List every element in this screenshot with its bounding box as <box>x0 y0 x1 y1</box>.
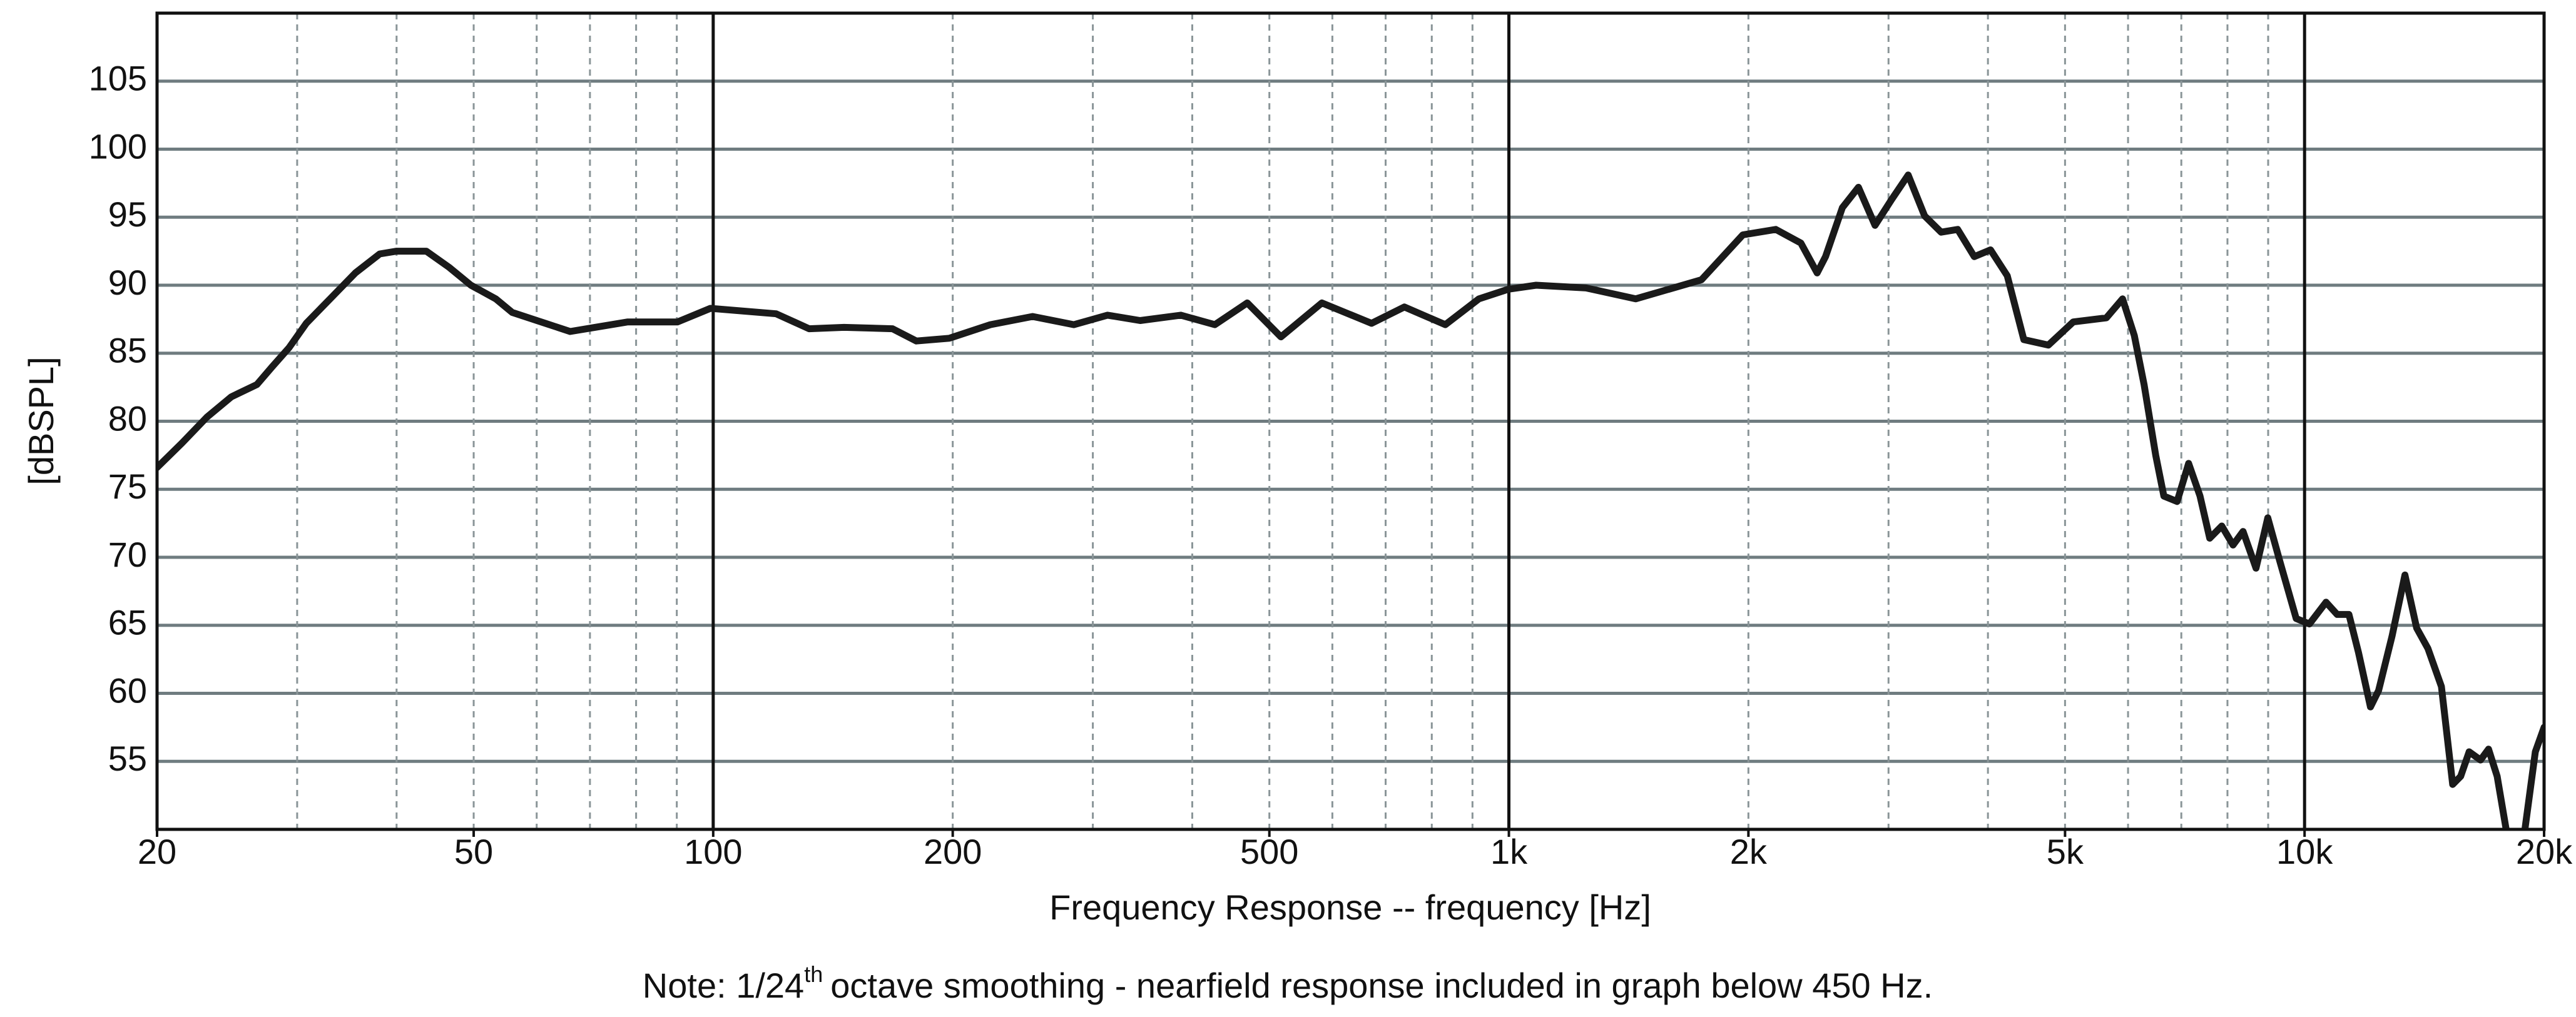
y-tick-label: 105 <box>89 59 147 98</box>
plot-frame <box>155 11 2546 831</box>
x-tick-label: 20 <box>138 832 176 871</box>
x-tick-label: 100 <box>684 832 742 871</box>
y-tick-label: 75 <box>108 467 147 506</box>
x-tick-label: 50 <box>454 832 493 871</box>
x-tick-label: 5k <box>2047 832 2084 871</box>
x-tick-label: 20k <box>2516 832 2573 871</box>
note-text: octave smoothing - nearfield response in… <box>830 966 1933 1005</box>
y-tick-label: 60 <box>108 670 147 710</box>
x-axis-label: Frequency Response -- frequency [Hz] <box>1049 888 1651 927</box>
y-tick-label: 55 <box>108 739 147 778</box>
data-line <box>157 171 2544 829</box>
x-tick-label: 1k <box>1490 832 1528 871</box>
y-tick-label: 95 <box>108 195 147 234</box>
x-tick-label: 200 <box>924 832 982 871</box>
y-tick-label: 100 <box>89 126 147 166</box>
y-axis-label: [dBSPL] <box>21 357 61 485</box>
y-tick-label: 65 <box>108 603 147 642</box>
x-tick-label: 500 <box>1240 832 1298 871</box>
plot-area <box>157 171 2544 829</box>
y-tick-label: 70 <box>108 535 147 574</box>
x-tick-label: 2k <box>1730 832 1768 871</box>
y-tick-label: 80 <box>108 398 147 438</box>
note-superscript: th <box>804 961 823 987</box>
note-text: Note: 1/24 <box>643 966 804 1005</box>
x-tick-label: 10k <box>2276 832 2333 871</box>
y-tick-label: 90 <box>108 263 147 302</box>
note: Note: 1/24th octave smoothing - nearfield… <box>643 961 1933 1005</box>
y-tick-label: 85 <box>108 331 147 370</box>
